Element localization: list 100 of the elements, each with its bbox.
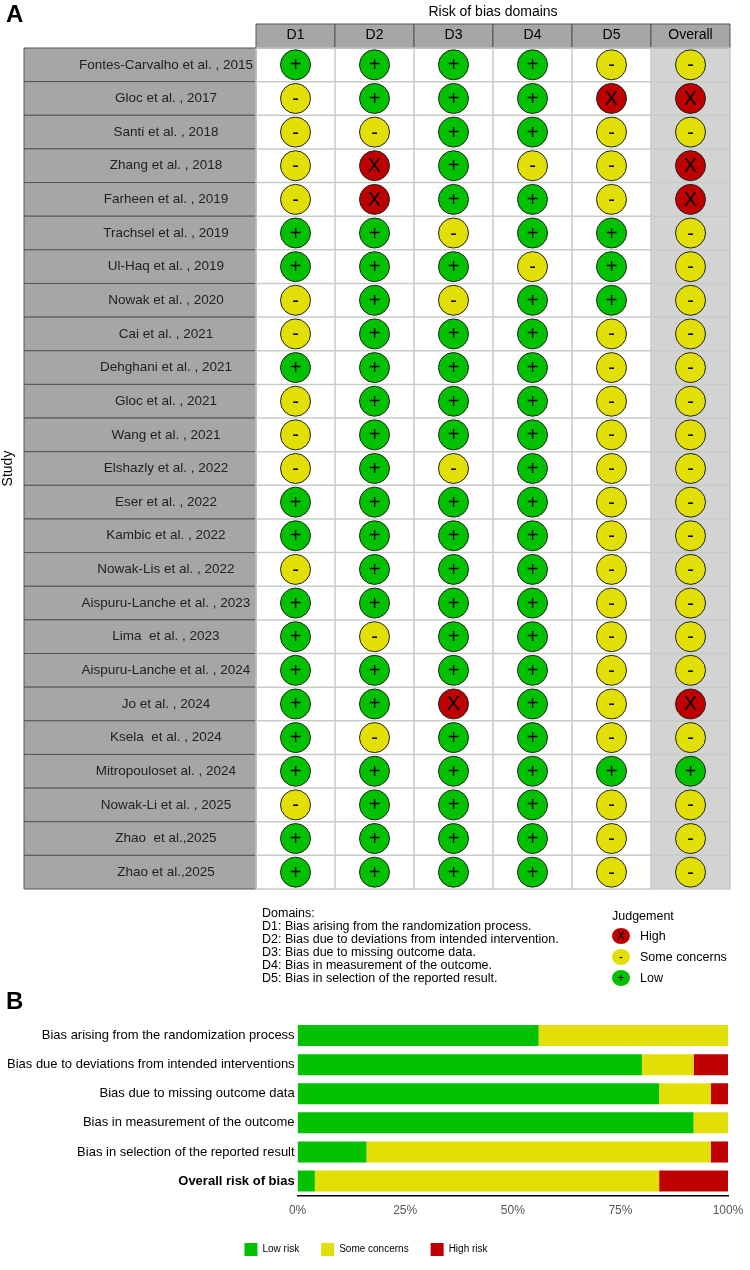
text: - bbox=[687, 53, 694, 76]
text: - bbox=[292, 154, 299, 177]
y-tick-label: Nowak-Li et al. , 2025 bbox=[100, 796, 232, 812]
text: - bbox=[608, 120, 615, 143]
x-tick-label: 25% bbox=[393, 1203, 418, 1218]
text: + bbox=[526, 389, 539, 412]
x-tick-label: D2 bbox=[365, 26, 384, 43]
text: + bbox=[605, 255, 618, 278]
text: + bbox=[605, 221, 618, 244]
text: - bbox=[608, 726, 615, 749]
text: + bbox=[447, 557, 460, 580]
x-tick-label: D5 bbox=[602, 26, 621, 43]
text: + bbox=[526, 288, 539, 311]
text: + bbox=[289, 356, 302, 379]
text: - bbox=[529, 154, 536, 177]
y-tick-label: Gloc et al. , 2021 bbox=[114, 392, 217, 408]
x-tick-label: 50% bbox=[500, 1203, 526, 1218]
y-tick-label: Ul-Haq et al. , 2019 bbox=[107, 258, 225, 274]
bar bbox=[366, 1141, 711, 1163]
text: - bbox=[608, 356, 615, 379]
y-tick-label: Bias arising from the randomization process bbox=[41, 1027, 296, 1043]
text: + bbox=[289, 658, 302, 681]
text: + bbox=[368, 759, 381, 782]
text: + bbox=[526, 322, 539, 345]
text: + bbox=[526, 120, 539, 143]
text: + bbox=[368, 827, 381, 850]
bar bbox=[693, 1054, 728, 1076]
text: + bbox=[368, 389, 381, 412]
text: - bbox=[608, 658, 615, 681]
y-tick-label: Zhao et al.,2025 bbox=[117, 863, 215, 879]
y-tick-label: Bias in measurement of the outcome bbox=[82, 1114, 295, 1130]
y-tick-label: Trachsel et al. , 2019 bbox=[103, 224, 229, 240]
text: + bbox=[447, 423, 460, 446]
text: + bbox=[289, 255, 302, 278]
text: + bbox=[289, 726, 302, 749]
text: + bbox=[447, 759, 460, 782]
category-label: Low bbox=[640, 970, 663, 985]
y-tick-label: Farheen et al. , 2019 bbox=[103, 191, 229, 207]
y-tick-label: Mitropouloset al. , 2024 bbox=[95, 762, 237, 778]
text: + bbox=[526, 86, 539, 109]
text: X bbox=[683, 692, 698, 715]
y-tick-label: Gloc et al. , 2017 bbox=[114, 90, 217, 106]
text: + bbox=[368, 692, 381, 715]
bar bbox=[659, 1170, 728, 1192]
circle-swatch: X bbox=[612, 927, 630, 944]
text: + bbox=[447, 658, 460, 681]
text: - bbox=[687, 557, 694, 580]
text: + bbox=[526, 187, 539, 210]
text: + bbox=[447, 490, 460, 513]
text: - bbox=[608, 457, 615, 480]
text: - bbox=[371, 625, 378, 648]
text: + bbox=[526, 726, 539, 749]
text: + bbox=[447, 154, 460, 177]
text: + bbox=[289, 860, 302, 883]
y-tick-label: Fontes-Carvalho et al. , 2015 bbox=[78, 56, 254, 72]
text: + bbox=[289, 827, 302, 850]
text: + bbox=[289, 692, 302, 715]
x-tick-label: D4 bbox=[523, 26, 542, 43]
text: + bbox=[447, 389, 460, 412]
text: + bbox=[368, 221, 381, 244]
circle-swatch: + bbox=[612, 969, 630, 986]
chart-title: Risk of bias domains bbox=[428, 2, 558, 19]
y-tick-label: Cai et al. , 2021 bbox=[118, 325, 214, 341]
text: + bbox=[368, 658, 381, 681]
text: - bbox=[608, 692, 615, 715]
text: - bbox=[292, 86, 299, 109]
y-tick-label: Elshazly et al. , 2022 bbox=[103, 460, 229, 476]
text: - bbox=[687, 423, 694, 446]
text: - bbox=[292, 793, 299, 816]
bar bbox=[538, 1025, 728, 1047]
text: - bbox=[292, 423, 299, 446]
text: - bbox=[450, 221, 457, 244]
text: + bbox=[526, 490, 539, 513]
text: - bbox=[608, 793, 615, 816]
text: - bbox=[687, 658, 694, 681]
text: X bbox=[604, 86, 619, 109]
text: + bbox=[447, 356, 460, 379]
text: + bbox=[368, 86, 381, 109]
y-tick-label: Nowak-Lis et al. , 2022 bbox=[97, 561, 235, 577]
bar bbox=[297, 1025, 539, 1047]
bar bbox=[297, 1170, 315, 1192]
text: D4: Bias in measurement of the outcome. bbox=[262, 958, 493, 972]
legend-label: Low risk bbox=[262, 1243, 301, 1255]
y-tick-label: Lima et al. , 2023 bbox=[112, 628, 220, 644]
text: - bbox=[687, 255, 694, 278]
text: - bbox=[608, 187, 615, 210]
bar bbox=[693, 1112, 728, 1134]
y-axis-title: Study bbox=[0, 450, 16, 487]
text: + bbox=[526, 221, 539, 244]
y-tick-label: Ksela et al. , 2024 bbox=[110, 729, 223, 745]
text: - bbox=[292, 557, 299, 580]
text: + bbox=[526, 658, 539, 681]
text: D1: Bias arising from the randomization process. bbox=[262, 919, 533, 933]
y-tick-label: Bias due to missing outcome data bbox=[99, 1085, 296, 1101]
text: - bbox=[292, 457, 299, 480]
text: + bbox=[447, 860, 460, 883]
y-tick-label: Aispuru-Lanche et al. , 2024 bbox=[81, 662, 251, 678]
text: + bbox=[447, 827, 460, 850]
text: - bbox=[687, 860, 694, 883]
text: D5: Bias in selection of the reported result. bbox=[262, 971, 499, 985]
